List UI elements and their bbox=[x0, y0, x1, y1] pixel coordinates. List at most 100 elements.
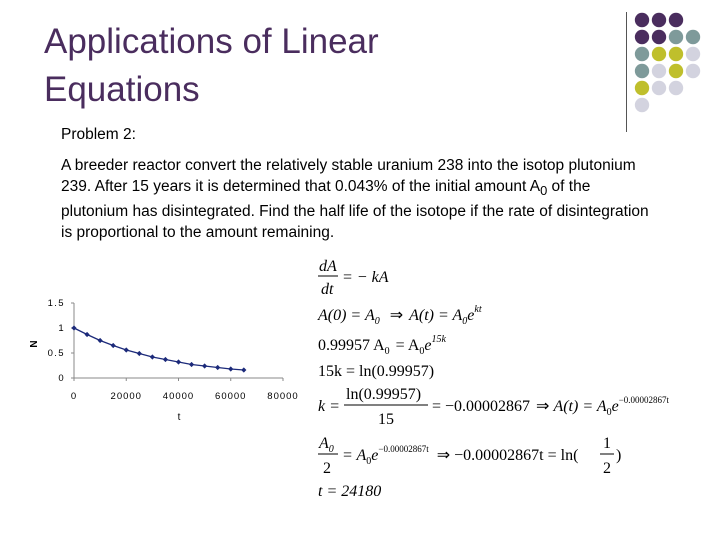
eq3-e: e bbox=[424, 337, 431, 354]
data-point bbox=[215, 364, 221, 371]
decor-dot-purple bbox=[651, 12, 667, 28]
eq6-frac-numerator: 1 bbox=[603, 435, 611, 452]
eq6-mid: = A bbox=[342, 447, 367, 464]
eq6-num-sub: 0 bbox=[329, 444, 334, 455]
eq5-rhs: A(t) = A bbox=[552, 398, 606, 415]
eq6-e: e bbox=[371, 447, 378, 464]
eq6-rhs: −0.00002867t = ln( bbox=[454, 447, 578, 464]
decor-dot-lavender bbox=[651, 80, 667, 96]
eq5-rest: = −0.00002867 ⇒ A(t) = A0e−0.00002867t bbox=[432, 395, 670, 418]
eq5-numerator: ln(0.99957) bbox=[346, 386, 421, 403]
eq2-exp: kt bbox=[474, 304, 481, 315]
decor-dot-lavender bbox=[651, 63, 667, 79]
eq1-numerator: dA bbox=[319, 258, 337, 275]
eq6-numerator: A0 bbox=[318, 435, 334, 455]
eq3-b-sub: 0 bbox=[419, 346, 424, 357]
decor-dot-lavender bbox=[685, 46, 701, 62]
data-point bbox=[123, 347, 129, 353]
data-point bbox=[241, 367, 247, 373]
eq3: 0.99957 A0 = A0e15k bbox=[318, 334, 446, 357]
eq6-exp: −0.00002867t bbox=[378, 444, 429, 454]
data-point bbox=[228, 366, 234, 372]
series-line bbox=[73, 327, 244, 371]
decor-dot-lavender bbox=[685, 63, 701, 79]
decor-dot-purple bbox=[634, 29, 650, 45]
eq2-sub: 0 bbox=[375, 316, 380, 327]
y-tick-label: 1 bbox=[58, 323, 65, 334]
y-tick-label: 1.5 bbox=[48, 298, 65, 309]
eq6-arrow: ⇒ bbox=[437, 447, 450, 464]
eq2-arrow: ⇒ bbox=[390, 307, 403, 324]
decor-dot-olive bbox=[651, 46, 667, 62]
x-tick-label: 0 bbox=[71, 391, 77, 402]
problem-label: Problem 2: bbox=[61, 126, 136, 143]
data-point bbox=[188, 361, 195, 368]
eq1-rhs: = − kA bbox=[342, 269, 389, 286]
data-point bbox=[136, 350, 142, 357]
eq5-arrow: ⇒ bbox=[536, 398, 549, 415]
data-point bbox=[110, 342, 116, 349]
solution-equations: dA dt = − kA A(0) = A0 ⇒ A(t) = A0ekt 0.99… bbox=[317, 258, 670, 500]
eq2-b: A(t) = A bbox=[408, 307, 462, 324]
eq5-lhs: k = bbox=[318, 398, 340, 415]
eq5-exp: −0.00002867t bbox=[619, 395, 670, 405]
data-point bbox=[149, 354, 155, 360]
decor-dot-lavender bbox=[668, 80, 684, 96]
decorative-dot-grid bbox=[634, 12, 701, 113]
x-tick-label: 60000 bbox=[215, 391, 246, 402]
decor-dot-lavender bbox=[634, 97, 650, 113]
x-tick-label: 40000 bbox=[163, 391, 194, 402]
eq3-exp: 15k bbox=[431, 334, 446, 345]
eq2-b-sub: 0 bbox=[462, 316, 467, 327]
data-point bbox=[162, 356, 169, 363]
decor-dot-purple bbox=[668, 12, 684, 28]
data-point bbox=[97, 337, 103, 344]
x-tick-label: 20000 bbox=[111, 391, 142, 402]
eq4: 15k = ln(0.99957) bbox=[318, 363, 434, 380]
y-tick-label: 0 bbox=[58, 373, 65, 384]
title-line-1: Applications of Linear bbox=[44, 22, 379, 61]
data-point bbox=[84, 331, 90, 338]
problem-text: A breeder reactor convert the relatively… bbox=[61, 157, 636, 195]
eq6-frac-denominator: 2 bbox=[603, 460, 611, 477]
decor-dot-purple bbox=[634, 12, 650, 28]
eq2-a: A(0) = A bbox=[317, 307, 375, 324]
problem-text-end: of the plutonium has disintegrated. Find… bbox=[61, 178, 649, 242]
decor-dot-teal bbox=[634, 63, 650, 79]
eq5-e: e bbox=[612, 398, 619, 415]
title-divider bbox=[626, 12, 627, 132]
eq6-denominator: 2 bbox=[323, 460, 331, 477]
eq2-e: e bbox=[467, 307, 474, 324]
data-point bbox=[71, 325, 77, 331]
title-line-2: Equations bbox=[44, 70, 200, 109]
decor-dot-purple bbox=[651, 29, 667, 45]
problem-subscript: 0 bbox=[540, 183, 548, 199]
decor-dot-olive bbox=[668, 46, 684, 62]
decor-dot-teal bbox=[634, 46, 650, 62]
data-point bbox=[202, 363, 208, 369]
eq1-denominator: dt bbox=[321, 281, 334, 298]
decor-dot-olive bbox=[634, 80, 650, 96]
decor-dot-olive bbox=[668, 63, 684, 79]
y-tick-label: 0.5 bbox=[48, 348, 65, 359]
eq6-close: ) bbox=[616, 447, 621, 464]
eq7: t = 24180 bbox=[318, 483, 381, 500]
eq3-sub: 0 bbox=[385, 346, 390, 357]
decor-dot-teal bbox=[685, 29, 701, 45]
eq5-mid: = −0.00002867 bbox=[432, 398, 530, 415]
slide-title: Applications of Linear Equations bbox=[44, 18, 604, 114]
problem-block: Problem 2: A breeder reactor convert the… bbox=[61, 124, 661, 253]
data-point bbox=[175, 359, 182, 365]
eq3-a: 0.99957 A bbox=[318, 337, 385, 354]
eq5-rhs-sub: 0 bbox=[607, 407, 612, 418]
problem-statement: A breeder reactor convert the relatively… bbox=[61, 155, 661, 243]
eq6-num: A bbox=[318, 435, 329, 452]
eq6-mid-sub: 0 bbox=[366, 456, 371, 467]
decay-chart: N t 0 0.5 1 1.5 0 20000 40000 60000 80000 bbox=[29, 298, 298, 423]
eq6-rest: = A0e−0.00002867t ⇒ −0.00002867t = ln( bbox=[342, 444, 578, 467]
x-tick-label: 80000 bbox=[267, 391, 298, 402]
eq3-b: = A bbox=[396, 337, 420, 354]
decor-dot-teal bbox=[668, 29, 684, 45]
eq2: A(0) = A0 ⇒ A(t) = A0ekt bbox=[317, 304, 482, 327]
y-axis-label: N bbox=[29, 340, 40, 347]
